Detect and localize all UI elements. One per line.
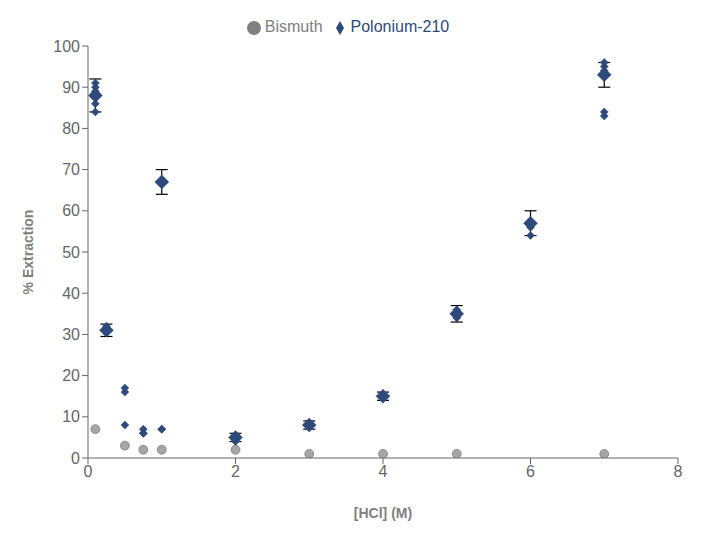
- svg-text:20: 20: [62, 367, 80, 384]
- svg-text:100: 100: [53, 38, 80, 55]
- svg-text:[HCl] (M): [HCl] (M): [354, 505, 412, 521]
- svg-text:40: 40: [62, 285, 80, 302]
- html-text:Polonium-210: Polonium-210: [350, 18, 450, 35]
- svg-text:8: 8: [674, 463, 683, 480]
- svg-text:% Extraction: % Extraction: [20, 210, 36, 295]
- svg-text:2: 2: [231, 463, 240, 480]
- svg-text:70: 70: [62, 161, 80, 178]
- svg-text:0: 0: [84, 463, 93, 480]
- svg-text:4: 4: [379, 463, 388, 480]
- svg-text:10: 10: [62, 408, 80, 425]
- svg-text:80: 80: [62, 120, 80, 137]
- svg-text:90: 90: [62, 79, 80, 96]
- svg-text:60: 60: [62, 202, 80, 219]
- svg-text:6: 6: [526, 463, 535, 480]
- svg-text:30: 30: [62, 326, 80, 343]
- svg-text:0: 0: [71, 450, 80, 467]
- html-text:Bismuth: Bismuth: [264, 18, 323, 35]
- svg-text:50: 50: [62, 244, 80, 261]
